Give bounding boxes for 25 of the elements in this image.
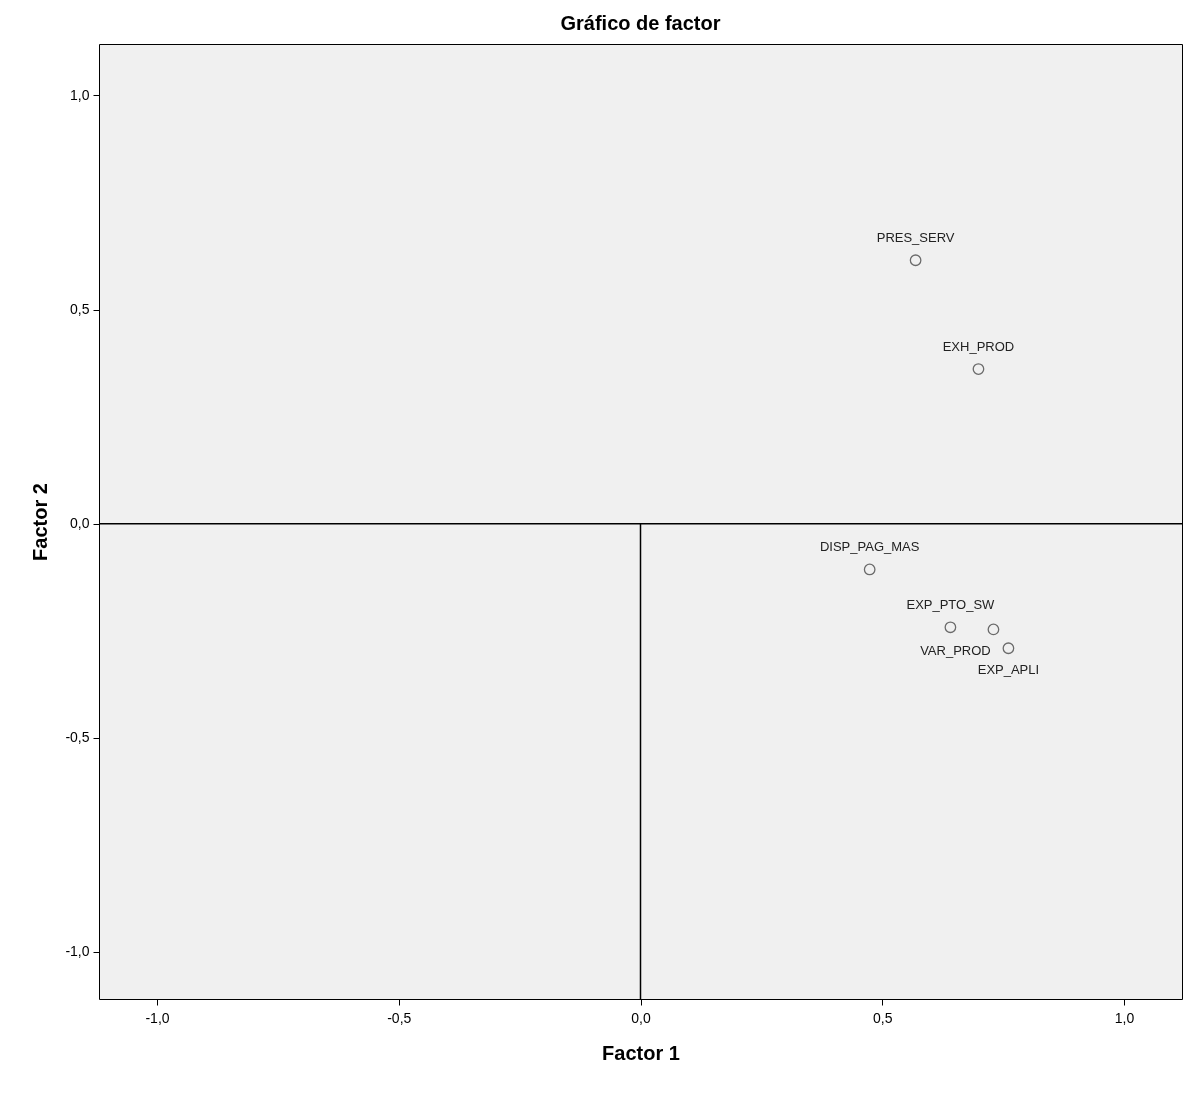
point bbox=[909, 254, 922, 267]
annotation: PRES_SERV bbox=[876, 230, 955, 246]
annotation: EXP_PTO_SW bbox=[906, 597, 996, 613]
x-tick-label: 0,5 bbox=[873, 1009, 893, 1026]
y-tick-label: -0,5 bbox=[65, 729, 90, 746]
annotation: EXH_PROD bbox=[942, 339, 1015, 355]
x-tick-label: 0,0 bbox=[631, 1009, 651, 1026]
y-axis-title: Factor 2 bbox=[29, 483, 52, 561]
annotation: VAR_PROD bbox=[920, 643, 991, 659]
x-tick-label: -1,0 bbox=[145, 1009, 170, 1026]
y-tick-label: 0,5 bbox=[70, 301, 90, 318]
x-tick-label: -0,5 bbox=[387, 1009, 412, 1026]
annotation: EXP_APLI bbox=[977, 662, 1040, 678]
point bbox=[863, 563, 876, 576]
point bbox=[1002, 642, 1015, 655]
x-axis-title: Factor 1 bbox=[602, 1041, 680, 1064]
y-tick-label: 1,0 bbox=[70, 86, 90, 103]
point bbox=[987, 623, 1000, 636]
y-tick-label: -1,0 bbox=[65, 943, 90, 960]
point bbox=[972, 363, 985, 375]
chart-title: Gráfico de factor bbox=[560, 12, 721, 34]
point bbox=[944, 621, 957, 634]
x-tick-label: 1,0 bbox=[1114, 1009, 1135, 1026]
annotation: DISP_PAG_MAS bbox=[819, 539, 920, 555]
y-tick-label: 0,0 bbox=[70, 515, 90, 532]
